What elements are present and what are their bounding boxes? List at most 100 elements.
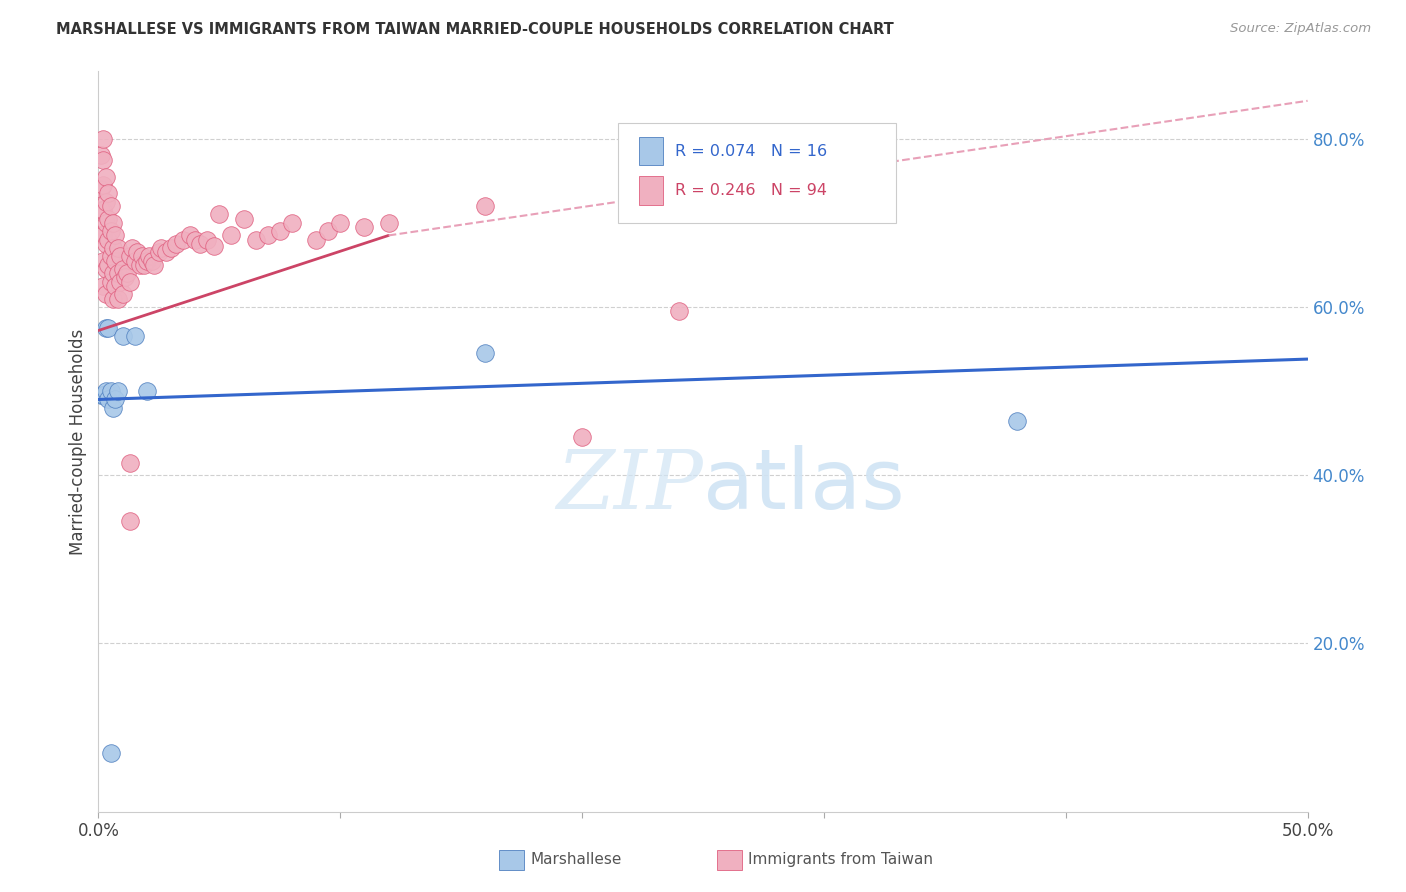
Point <box>134 258 156 272</box>
Point <box>100 384 122 398</box>
Point <box>91 228 114 243</box>
Point <box>353 219 375 234</box>
Point <box>329 216 352 230</box>
Point <box>127 245 149 260</box>
Point <box>195 233 218 247</box>
Point <box>165 236 187 251</box>
Point <box>141 253 163 268</box>
Point <box>97 186 120 201</box>
Text: MARSHALLESE VS IMMIGRANTS FROM TAIWAN MARRIED-COUPLE HOUSEHOLDS CORRELATION CHAR: MARSHALLESE VS IMMIGRANTS FROM TAIWAN MA… <box>56 22 894 37</box>
Point <box>571 430 593 444</box>
Point <box>135 253 157 268</box>
Point <box>94 321 117 335</box>
Point <box>108 275 131 289</box>
Point <box>111 329 134 343</box>
Bar <box>638 137 664 165</box>
Point <box>100 224 122 238</box>
Point <box>94 216 117 230</box>
Point <box>138 249 160 264</box>
Point <box>188 236 211 251</box>
Point <box>124 329 146 343</box>
Point <box>143 258 166 272</box>
Point <box>184 233 207 247</box>
Text: Marshallese: Marshallese <box>530 853 621 867</box>
Point <box>155 245 177 260</box>
Point <box>1007 413 1029 427</box>
Point <box>107 241 129 255</box>
Bar <box>638 177 664 204</box>
Point <box>91 388 114 402</box>
Point <box>100 746 122 760</box>
Point <box>256 228 278 243</box>
Point <box>97 211 120 226</box>
Point <box>131 249 153 264</box>
Point <box>100 199 122 213</box>
Point <box>111 287 134 301</box>
Point <box>97 233 120 247</box>
Point <box>148 245 170 260</box>
Text: R = 0.074   N = 16: R = 0.074 N = 16 <box>675 144 827 159</box>
Point <box>118 456 141 470</box>
Point <box>474 199 496 213</box>
Point <box>97 321 120 335</box>
Point <box>128 258 150 272</box>
FancyBboxPatch shape <box>619 123 897 223</box>
Point <box>94 287 117 301</box>
Point <box>316 224 339 238</box>
Point <box>114 270 136 285</box>
Point <box>124 253 146 268</box>
Point <box>100 275 122 289</box>
Point <box>91 178 114 192</box>
Point <box>94 194 117 209</box>
Point <box>135 384 157 398</box>
Point <box>97 392 120 407</box>
Point <box>281 216 304 230</box>
Text: Source: ZipAtlas.com: Source: ZipAtlas.com <box>1230 22 1371 36</box>
Point <box>94 236 117 251</box>
Point <box>160 241 183 255</box>
Point <box>118 515 141 529</box>
Point <box>90 388 112 402</box>
Point <box>208 207 231 221</box>
Point <box>108 249 131 264</box>
Point <box>91 203 114 218</box>
Point <box>118 275 141 289</box>
Point <box>91 253 114 268</box>
Point <box>94 169 117 184</box>
Point <box>150 241 173 255</box>
Point <box>377 216 399 230</box>
Point <box>101 241 124 255</box>
Point <box>121 241 143 255</box>
Point <box>668 304 690 318</box>
Point <box>269 224 291 238</box>
Point <box>117 266 139 280</box>
Point <box>305 233 328 247</box>
Point <box>94 384 117 398</box>
Point <box>104 392 127 407</box>
Point <box>179 228 201 243</box>
Text: Immigrants from Taiwan: Immigrants from Taiwan <box>748 853 934 867</box>
Point <box>101 216 124 230</box>
Point <box>232 211 254 226</box>
Point <box>91 279 114 293</box>
Point <box>245 233 267 247</box>
Point <box>172 233 194 247</box>
Point <box>101 292 124 306</box>
Point <box>94 262 117 277</box>
Y-axis label: Married-couple Households: Married-couple Households <box>69 328 87 555</box>
Point <box>90 182 112 196</box>
Point <box>90 203 112 218</box>
Point <box>104 228 127 243</box>
Point <box>90 148 112 162</box>
Point <box>474 346 496 360</box>
Text: atlas: atlas <box>703 445 904 526</box>
Point <box>221 228 243 243</box>
Point <box>97 258 120 272</box>
Text: ZIP: ZIP <box>557 446 703 526</box>
Point <box>101 266 124 280</box>
Point <box>111 262 134 277</box>
Point <box>90 228 112 243</box>
Point <box>107 292 129 306</box>
Point <box>104 279 127 293</box>
Point <box>118 249 141 264</box>
